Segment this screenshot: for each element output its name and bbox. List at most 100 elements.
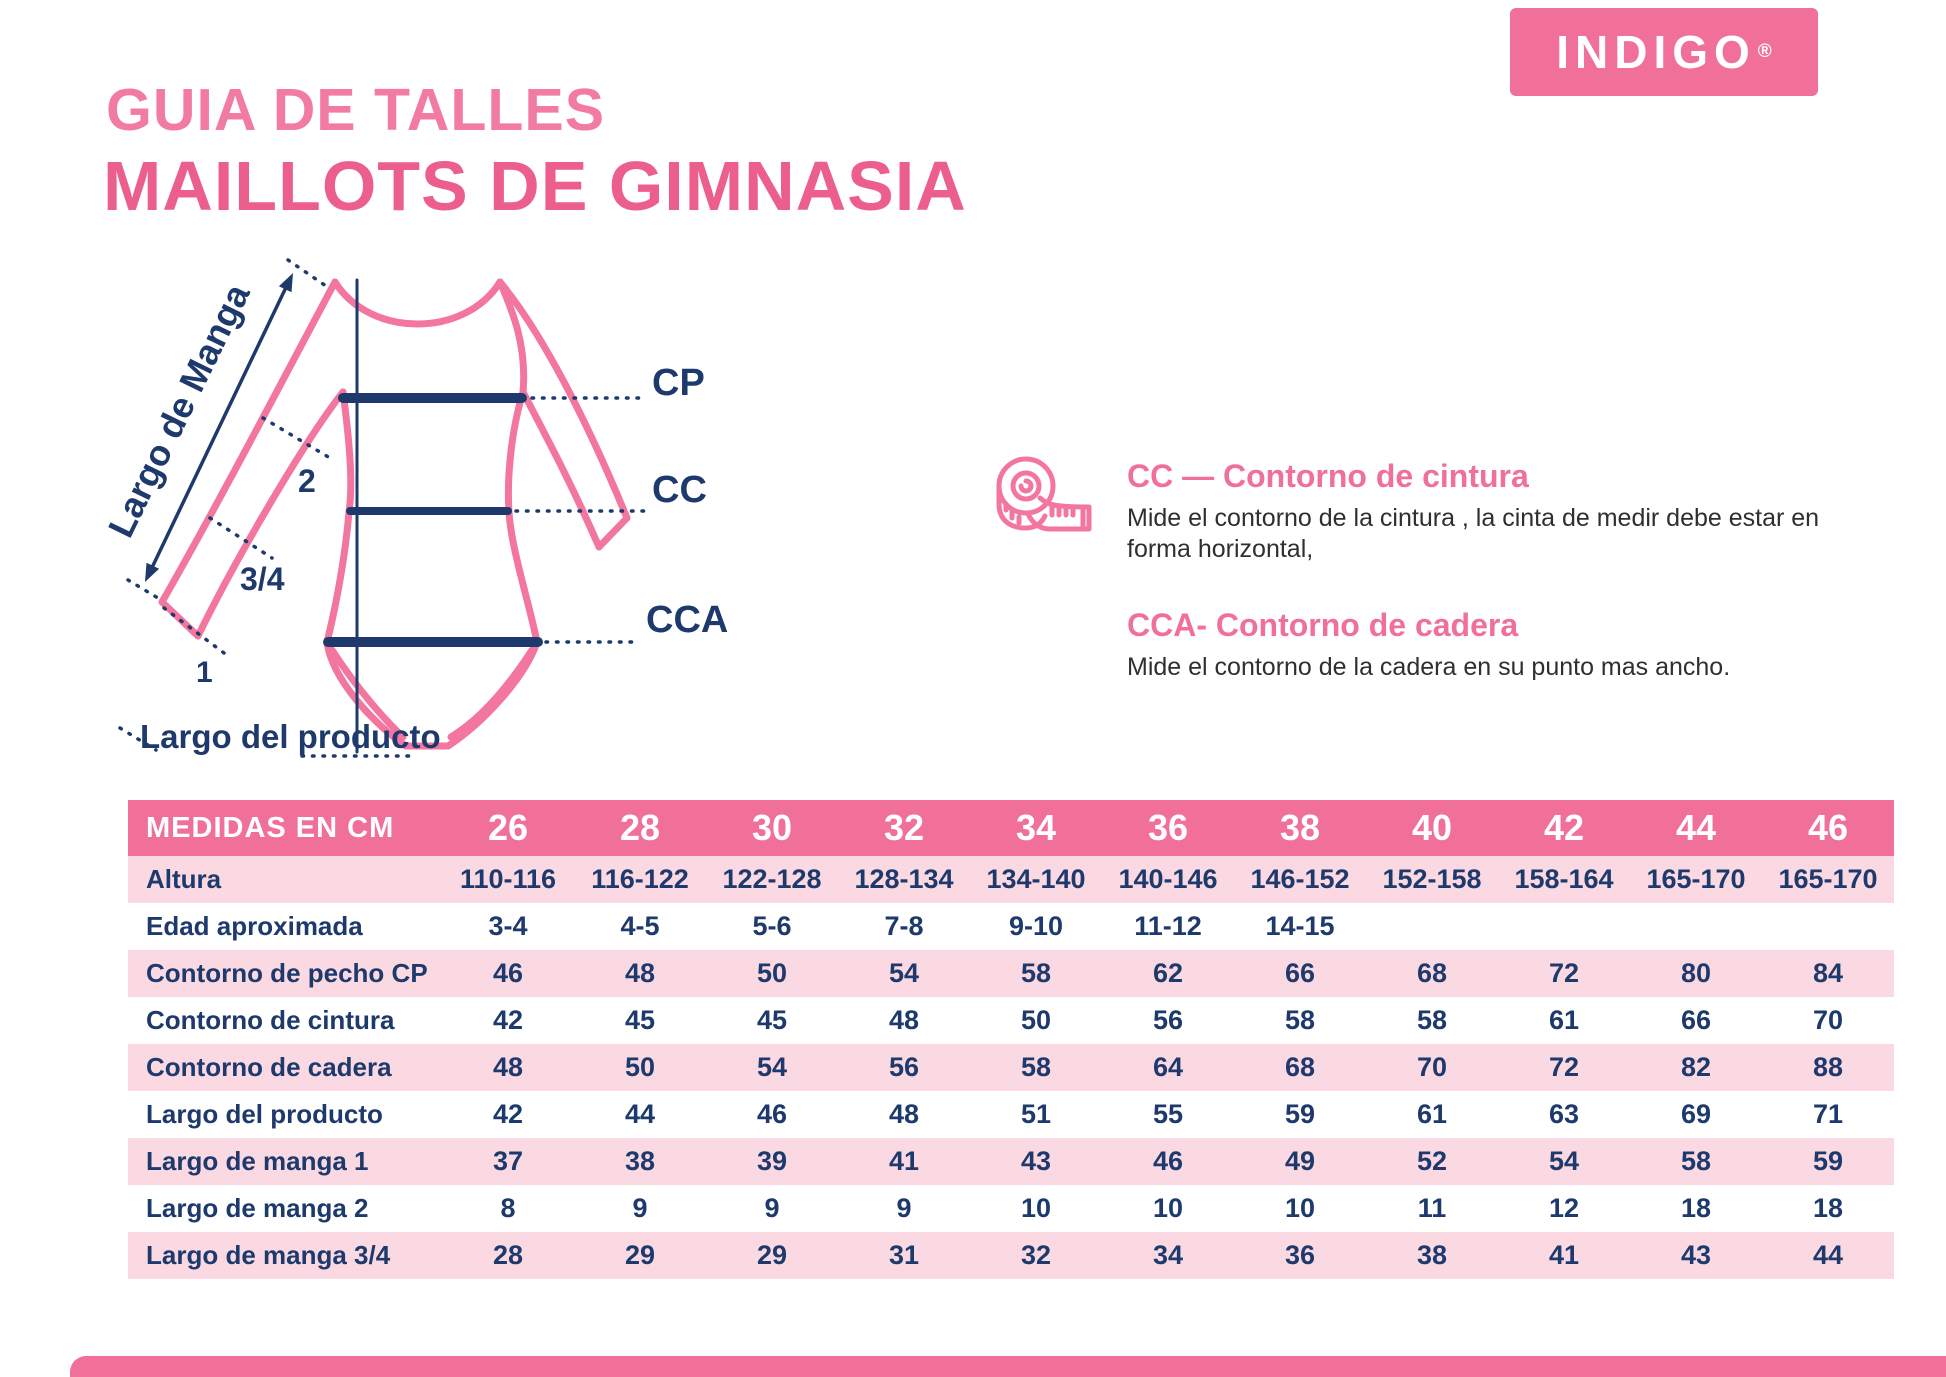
row-label: Contorno de cintura — [146, 1005, 395, 1035]
size-value-cell: 48 — [888, 1099, 920, 1129]
size-value-cell: 61 — [1416, 1099, 1448, 1129]
size-value-cell: 72 — [1498, 950, 1630, 997]
sleeve-mark-1: 1 — [196, 656, 213, 689]
waist-line-label: CC — [652, 469, 707, 511]
footer-accent-bar — [70, 1356, 1946, 1377]
size-value-cell: 4-5 — [620, 911, 660, 941]
size-value-cell: 165-170 — [1630, 856, 1762, 903]
size-value-cell: 61 — [1548, 1005, 1580, 1035]
sleeve-mark-34: 3/4 — [240, 561, 285, 597]
size-value-cell: 34 — [1102, 1232, 1234, 1279]
table-row: Contorno de cintura 42 45 45 48 50 56 58 58 61 66 7… — [128, 997, 1894, 1044]
size-value-cell: 82 — [1630, 1044, 1762, 1091]
size-value-cell: 84 — [1762, 950, 1894, 997]
brand-logo: INDIGO ® — [1510, 8, 1818, 96]
size-value-cell — [1366, 903, 1498, 950]
size-column-header: 34 — [970, 800, 1102, 856]
hip-line-label: CCA — [646, 599, 728, 641]
size-value-cell: 66 — [1234, 950, 1366, 997]
size-value-cell: 59 — [1284, 1099, 1316, 1129]
hip-legend-description: Mide el contorno de la cadera en su punt… — [1127, 653, 1731, 681]
size-column-header: 28 — [574, 800, 706, 856]
size-value-cell: 43 — [1630, 1232, 1762, 1279]
size-value-cell: 31 — [838, 1232, 970, 1279]
size-value-cell: 38 — [574, 1138, 706, 1185]
size-value-cell: 88 — [1762, 1044, 1894, 1091]
size-value-cell: 18 — [1812, 1193, 1844, 1223]
size-value-cell: 68 — [1234, 1044, 1366, 1091]
size-value-cell: 38 — [1366, 1232, 1498, 1279]
size-value-cell: 54 — [838, 950, 970, 997]
size-value-cell: 68 — [1366, 950, 1498, 997]
size-value-cell: 8 — [500, 1193, 516, 1223]
size-value-cell: 128-134 — [838, 856, 970, 903]
size-value-cell: 48 — [442, 1044, 574, 1091]
size-value-cell: 110-116 — [442, 856, 574, 903]
size-value-cell: 64 — [1102, 1044, 1234, 1091]
size-value-cell: 49 — [1234, 1138, 1366, 1185]
size-value-cell: 14-15 — [1265, 911, 1335, 941]
row-label: Altura — [128, 856, 442, 903]
size-column-header: 46 — [1762, 800, 1894, 856]
size-column-header: 40 — [1366, 800, 1498, 856]
size-value-cell: 45 — [624, 1005, 656, 1035]
size-value-cell — [1498, 903, 1630, 950]
size-value-cell: 42 — [492, 1005, 524, 1035]
row-label: Largo de manga 3/4 — [128, 1232, 442, 1279]
size-column-header: 36 — [1102, 800, 1234, 856]
sleeve-mark-2-tick — [261, 416, 332, 460]
size-value-cell: 54 — [1498, 1138, 1630, 1185]
size-value-cell: 29 — [574, 1232, 706, 1279]
page-subtitle: GUIA DE TALLES — [106, 77, 606, 143]
hip-legend-title: CCA- Contorno de cadera — [1127, 607, 1519, 643]
size-column-header: 44 — [1630, 800, 1762, 856]
size-value-cell: 52 — [1366, 1138, 1498, 1185]
size-value-cell: 58 — [1284, 1005, 1316, 1035]
size-value-cell: 11 — [1417, 1193, 1447, 1223]
size-value-cell: 63 — [1548, 1099, 1580, 1129]
size-value-cell: 62 — [1102, 950, 1234, 997]
size-value-cell: 116-122 — [574, 856, 706, 903]
size-value-cell: 18 — [1680, 1193, 1712, 1223]
size-value-cell: 41 — [1498, 1232, 1630, 1279]
size-column-header: 26 — [442, 800, 574, 856]
size-value-cell: 43 — [970, 1138, 1102, 1185]
table-row: Contorno de cadera 48 50 54 56 58 64 68 70 72 82 88 — [128, 1044, 1894, 1091]
size-value-cell: 3-4 — [488, 911, 528, 941]
size-value-cell: 42 — [492, 1099, 524, 1129]
size-value-cell: 152-158 — [1366, 856, 1498, 903]
measuring-tape-icon — [996, 456, 1092, 532]
size-column-header: 38 — [1234, 800, 1366, 856]
row-label: Largo de manga 1 — [128, 1138, 442, 1185]
size-value-cell: 69 — [1680, 1099, 1712, 1129]
waist-legend-description: Mide el contorno de la cintura , la cint… — [1127, 504, 1820, 563]
table-row: Largo de manga 2 8 9 9 9 10 10 10 11 12 18 18 — [128, 1185, 1894, 1232]
size-value-cell: 48 — [888, 1005, 920, 1035]
measures-header: MEDIDAS EN CM — [128, 800, 442, 856]
size-value-cell: 50 — [706, 950, 838, 997]
row-label: Largo del producto — [146, 1099, 383, 1129]
table-row: Largo de manga 1 37 38 39 41 43 46 49 52 54 58 59 — [128, 1138, 1894, 1185]
size-value-cell: 80 — [1630, 950, 1762, 997]
table-row: Edad aproximada 3-4 4-5 5-6 7-8 9-10 11-12 14-1… — [128, 903, 1894, 950]
size-value-cell: 50 — [574, 1044, 706, 1091]
shoulder-tick — [286, 258, 328, 288]
page-title: MAILLOTS DE GIMNASIA — [103, 147, 967, 225]
size-value-cell: 56 — [1152, 1005, 1184, 1035]
size-value-cell: 58 — [1416, 1005, 1448, 1035]
size-value-cell: 140-146 — [1102, 856, 1234, 903]
product-length-label: Largo del producto — [140, 718, 441, 755]
size-value-cell: 48 — [574, 950, 706, 997]
size-table-container: MEDIDAS EN CM 26 28 30 32 34 36 38 40 42 44 46 Alt… — [128, 800, 1894, 1279]
size-value-cell: 44 — [624, 1099, 656, 1129]
size-value-cell: 44 — [1762, 1232, 1894, 1279]
sleeve-length-label: Largo de Manga — [100, 277, 258, 544]
chest-line-label: CP — [652, 362, 705, 404]
size-value-cell: 9 — [632, 1193, 648, 1223]
size-value-cell: 10 — [1020, 1193, 1052, 1223]
size-value-cell: 7-8 — [884, 911, 924, 941]
size-value-cell: 46 — [442, 950, 574, 997]
brand-logo-text: INDIGO — [1556, 26, 1756, 78]
size-value-cell: 134-140 — [970, 856, 1102, 903]
